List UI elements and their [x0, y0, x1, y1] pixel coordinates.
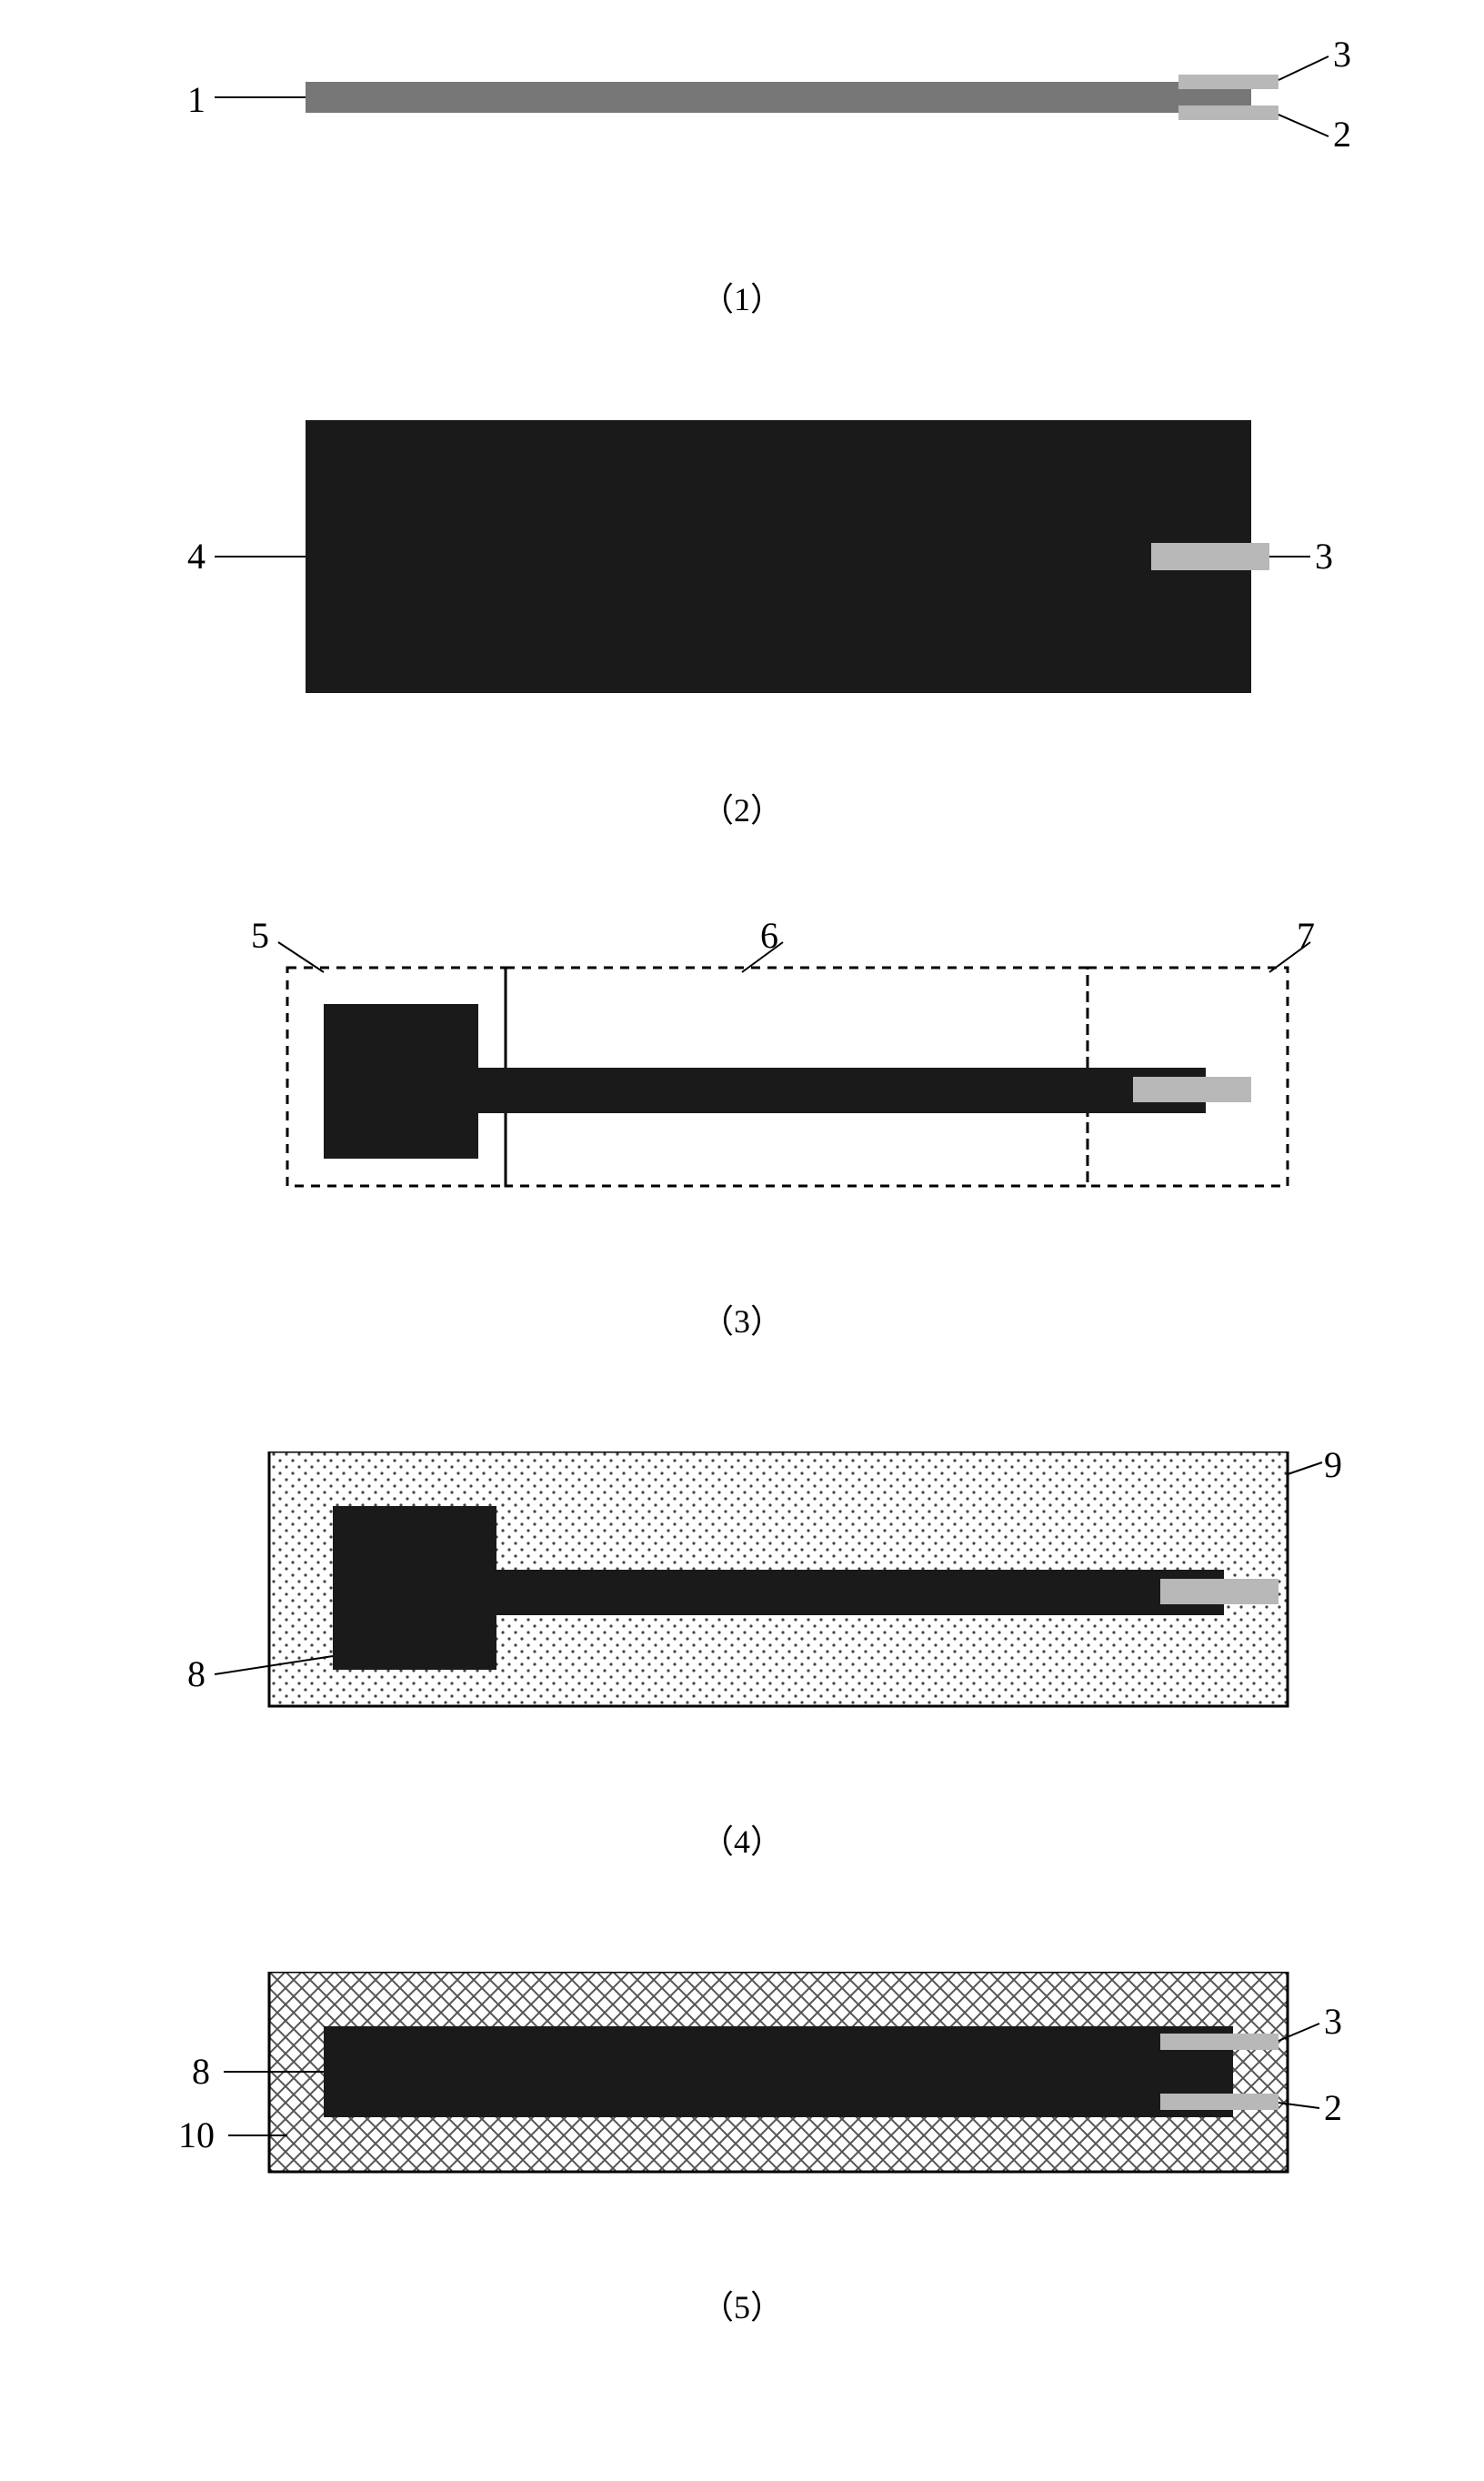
fig1-svg [105, 55, 1379, 182]
fig1-lead-2 [1278, 115, 1329, 136]
fig4-svg [105, 1451, 1379, 1724]
fig5-label-2: 2 [1324, 2090, 1342, 2126]
fig4-bar [496, 1570, 1224, 1615]
fig2-tab [1151, 543, 1269, 570]
fig5-inner-bar [324, 2026, 1233, 2117]
fig2-label-4: 4 [187, 538, 206, 575]
fig5-svg [105, 1972, 1379, 2190]
fig3-tab [1133, 1077, 1251, 1102]
fig2-block [306, 420, 1251, 693]
fig5-label-3: 3 [1324, 2004, 1342, 2040]
fig1-tab-bot [1178, 105, 1278, 120]
fig1-label-2: 2 [1333, 116, 1351, 153]
fig3-svg [105, 931, 1379, 1204]
figure-5: 3 2 8 10 [105, 1972, 1379, 2190]
fig4-label-8: 8 [187, 1656, 206, 1693]
fig5-label-8: 8 [192, 2054, 210, 2090]
fig4-lead-9 [1288, 1462, 1322, 1474]
fig3-square [324, 1004, 478, 1159]
figure-2: 4 3 [105, 420, 1379, 693]
fig3-caption: （3） [36, 1295, 1448, 1342]
figure-4: 9 8 [105, 1451, 1379, 1724]
figure-1: 1 3 2 [105, 55, 1379, 182]
fig4-label-9: 9 [1324, 1447, 1342, 1483]
fig3-label-6: 6 [760, 918, 778, 954]
fig5-tab-top [1160, 2034, 1278, 2050]
fig3-lead-5 [278, 942, 324, 972]
fig1-label-3: 3 [1333, 36, 1351, 73]
fig5-label-10: 10 [178, 2117, 215, 2154]
fig1-tab-top [1178, 75, 1278, 89]
fig1-lead-3 [1278, 56, 1329, 80]
fig2-label-3: 3 [1315, 538, 1333, 575]
fig4-caption: （4） [36, 1815, 1448, 1863]
fig4-square [333, 1506, 496, 1670]
figure-3: 5 6 7 [105, 931, 1379, 1204]
fig4-tab [1160, 1579, 1278, 1604]
fig5-tab-bot [1160, 2094, 1278, 2110]
fig3-label-5: 5 [251, 918, 269, 954]
fig2-caption: （2） [36, 784, 1448, 831]
fig1-caption: （1） [36, 273, 1448, 320]
fig1-bar [306, 82, 1251, 113]
fig5-caption: （5） [36, 2281, 1448, 2328]
fig3-label-7: 7 [1297, 918, 1315, 954]
fig1-label-1: 1 [187, 82, 206, 118]
fig3-bar [478, 1068, 1206, 1113]
fig2-svg [105, 420, 1379, 693]
